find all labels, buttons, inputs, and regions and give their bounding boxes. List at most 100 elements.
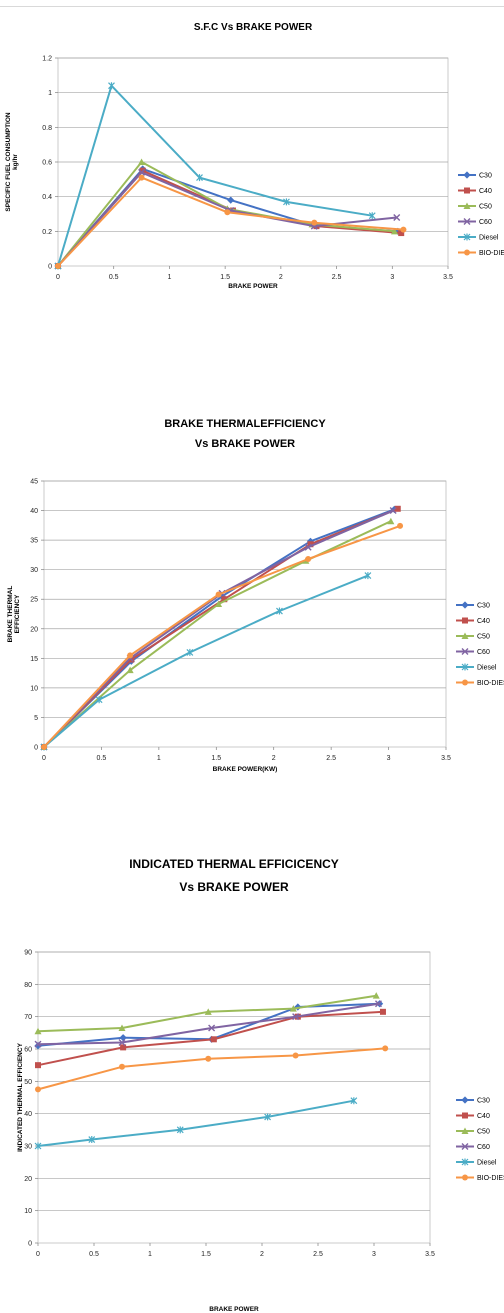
data-point-c60 <box>292 1013 300 1021</box>
legend-label-bio-diesel: BIO-DIESEL <box>479 250 504 257</box>
data-point-bio-diesel <box>205 1055 212 1062</box>
y-tick-label: 30 <box>24 1144 32 1151</box>
series-c50 <box>40 517 395 750</box>
y-tick-label: 40 <box>24 1111 32 1118</box>
y-axis-label-line: SPECIFIC FUEL CONSUMPTION <box>5 112 12 211</box>
legend-marker-bio-diesel <box>462 1174 468 1181</box>
x-tick-label: 3.5 <box>441 755 451 762</box>
series-line-c30 <box>57 167 398 267</box>
legend-marker-bio-diesel <box>462 679 468 686</box>
y-axis-label-line: INDICATED THERMAL EFFICIENCY <box>17 1042 24 1151</box>
legend-label-c50: C50 <box>479 204 492 211</box>
data-point-c60 <box>34 1040 42 1048</box>
y-tick-label: 0.4 <box>42 194 52 201</box>
legend-marker-c30 <box>461 1096 469 1104</box>
data-point-c30 <box>394 227 402 235</box>
data-point-diesel <box>283 198 290 206</box>
data-point-c40 <box>398 230 405 237</box>
data-point-diesel <box>95 696 103 704</box>
series-c50 <box>34 992 380 1035</box>
legend-marker-c50 <box>461 632 469 639</box>
data-point-c40 <box>394 505 401 512</box>
legend-marker-c40 <box>462 1112 468 1119</box>
x-tick-label: 0 <box>42 755 46 762</box>
data-point-diesel <box>34 1142 42 1150</box>
chart-title-line: BRAKE THERMALEFFICIENCY <box>164 418 326 430</box>
y-tick-label: 70 <box>24 1014 32 1021</box>
data-point-diesel <box>368 212 376 220</box>
legend-label-diesel: Diesel <box>479 235 499 242</box>
data-point-diesel <box>364 572 372 580</box>
data-point-diesel <box>108 82 115 90</box>
legend-marker-c40 <box>464 187 470 194</box>
legend-label-bio-diesel: BIO-DIESEL <box>477 1175 504 1182</box>
x-tick-label: 0 <box>56 274 60 281</box>
y-tick-label: 20 <box>24 1176 32 1183</box>
y-tick-label: 15 <box>30 656 38 663</box>
series-diesel <box>34 1097 358 1150</box>
chart-title-line: Vs BRAKE POWER <box>179 880 289 894</box>
x-tick-label: 0.5 <box>97 755 107 762</box>
data-point-diesel <box>350 1097 358 1105</box>
legend-label-c40: C40 <box>479 188 492 195</box>
data-point-c60 <box>374 1000 382 1008</box>
x-tick-label: 2.5 <box>332 274 342 281</box>
series-c30 <box>54 165 402 270</box>
data-point-bio-diesel <box>215 591 222 598</box>
chart-title-line: S.F.C Vs BRAKE POWER <box>194 22 313 33</box>
legend-label-c30: C30 <box>479 173 492 180</box>
data-point-diesel <box>186 648 194 656</box>
series-c60 <box>34 1000 382 1048</box>
data-point-c30 <box>34 1042 42 1050</box>
data-point-c40 <box>221 596 228 603</box>
series-diesel <box>40 572 372 751</box>
data-point-c50 <box>391 227 399 235</box>
series-c60 <box>54 168 401 270</box>
data-point-c50 <box>118 1024 126 1031</box>
x-tick-label: 0.5 <box>89 1251 99 1258</box>
x-tick-label: 0 <box>36 1251 40 1258</box>
x-tick-label: 3.5 <box>425 1251 435 1258</box>
y-tick-label: 10 <box>30 685 38 692</box>
data-point-c50 <box>126 666 134 674</box>
x-tick-label: 1 <box>148 1251 152 1258</box>
data-point-c60 <box>118 1039 126 1047</box>
data-point-c50 <box>138 158 146 165</box>
data-point-c50 <box>34 1027 42 1035</box>
data-point-bio-diesel <box>35 1086 41 1093</box>
legend-marker-c30 <box>463 171 471 179</box>
series-c30 <box>34 1000 384 1050</box>
data-point-diesel <box>264 1113 272 1121</box>
legend-marker-c60 <box>463 218 471 225</box>
x-tick-label: 3 <box>387 755 391 762</box>
x-tick-label: 1.5 <box>201 1251 211 1258</box>
series-line-diesel <box>37 1099 354 1147</box>
y-axis-label-line: BRAKE THERMAL <box>7 586 14 643</box>
legend-label-c30: C30 <box>477 1098 490 1105</box>
y-tick-label: 45 <box>30 479 38 486</box>
legend-label-c40: C40 <box>477 618 490 625</box>
y-axis-label-line: kg/hr <box>12 154 19 170</box>
legend-label-bio-diesel: BIO-DIESEL <box>477 680 504 687</box>
legend: C30 C40 C50 C60 Diesel BIO-DIESEL <box>456 601 504 687</box>
sfc-vs-brake-power-chart: S.F.C Vs BRAKE POWER 0 0.2 0.4 0.6 0.8 1 1.2 0 0.… <box>5 22 504 290</box>
y-tick-label: 20 <box>30 626 38 633</box>
y-axis-label-line: EFFICIENCY <box>14 594 21 633</box>
x-tick-label: 2 <box>272 755 276 762</box>
data-point-bio-diesel <box>400 226 407 233</box>
data-point-c40 <box>210 1036 217 1043</box>
y-tick-label: 1 <box>48 90 52 97</box>
y-tick-label: 60 <box>24 1047 32 1054</box>
x-tick-label: 2.5 <box>326 755 336 762</box>
series-line-diesel <box>57 84 373 267</box>
series-bio-diesel <box>41 522 404 750</box>
y-tick-label: 90 <box>24 950 32 957</box>
legend-label-c60: C60 <box>477 1144 490 1151</box>
data-point-c60 <box>304 543 312 551</box>
data-point-bio-diesel <box>305 556 312 563</box>
y-tick-label: 0 <box>48 264 52 271</box>
x-tick-label: 1 <box>157 755 161 762</box>
y-tick-label: 0.2 <box>42 229 52 236</box>
data-point-c50 <box>215 600 223 607</box>
x-tick-label: 3 <box>372 1251 376 1258</box>
